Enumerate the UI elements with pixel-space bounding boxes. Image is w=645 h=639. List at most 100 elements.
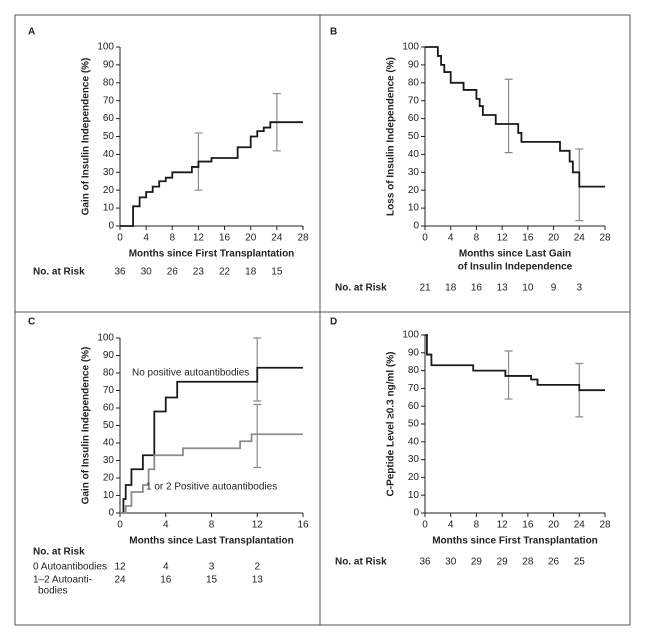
step-line	[120, 433, 303, 514]
risk-value: 9	[551, 283, 557, 294]
y-tick-label: 40	[408, 149, 420, 160]
x-tick-label: 8	[474, 520, 480, 531]
y-tick-label: 70	[103, 95, 115, 106]
y-tick-label: 10	[103, 203, 115, 214]
y-tick-label: 70	[103, 385, 115, 396]
y-tick-label: 10	[103, 490, 115, 501]
step-line	[425, 46, 605, 188]
y-tick-label: 60	[103, 113, 115, 124]
y-tick-label: 20	[103, 473, 115, 484]
x-tick-label: 0	[422, 233, 428, 244]
x-tick-label: 4	[448, 520, 454, 531]
risk-value: 21	[419, 283, 431, 294]
risk-title: No. at Risk	[33, 267, 85, 278]
risk-title: No. at Risk	[335, 283, 387, 294]
x-tick-label: 16	[219, 233, 231, 244]
x-tick-label: 24	[574, 520, 586, 531]
error-bar	[253, 403, 262, 469]
x-axis-label: of Insulin Independence	[458, 262, 573, 273]
risk-value: 10	[522, 283, 534, 294]
y-tick-label: 30	[408, 454, 420, 465]
y-tick-label: 40	[103, 438, 115, 449]
x-axis-label: Months since Last Gain	[459, 249, 571, 260]
risk-title: No. at Risk	[335, 557, 387, 568]
y-axis-label: Gain of Insulin Independence (%)	[81, 347, 92, 505]
risk-value: 15	[271, 267, 283, 278]
x-tick-label: 28	[599, 233, 611, 244]
x-tick-label: 4	[143, 233, 149, 244]
x-tick-label: 12	[252, 520, 264, 531]
risk-value: 3	[209, 562, 215, 573]
risk-value: 28	[522, 557, 534, 568]
panel-label: A	[28, 27, 35, 38]
y-tick-label: 100	[97, 42, 114, 53]
y-tick-label: 10	[408, 490, 420, 501]
error-bar	[504, 78, 513, 154]
y-tick-label: 70	[408, 95, 420, 106]
risk-value: 23	[193, 267, 205, 278]
y-tick-label: 50	[408, 419, 420, 430]
y-tick-label: 30	[408, 167, 420, 178]
x-tick-label: 20	[548, 233, 560, 244]
x-tick-label: 8	[474, 233, 480, 244]
y-tick-label: 50	[408, 131, 420, 142]
risk-value: 13	[252, 575, 264, 586]
y-tick-label: 50	[103, 131, 115, 142]
panel-label: C	[28, 317, 35, 328]
x-tick-label: 20	[245, 233, 257, 244]
x-tick-label: 8	[209, 520, 215, 531]
risk-value: 13	[497, 283, 509, 294]
risk-value: 26	[167, 267, 179, 278]
x-tick-label: 12	[193, 233, 205, 244]
y-tick-label: 70	[408, 383, 420, 394]
x-tick-label: 28	[599, 520, 611, 531]
risk-value: 29	[497, 557, 509, 568]
y-tick-label: 10	[408, 203, 420, 214]
y-tick-label: 80	[408, 77, 420, 88]
risk-value: 15	[206, 575, 218, 586]
panel-label: D	[330, 317, 337, 328]
x-tick-label: 28	[297, 233, 309, 244]
x-tick-label: 24	[574, 233, 586, 244]
y-tick-label: 80	[408, 365, 420, 376]
panel-label: B	[330, 27, 337, 38]
risk-value: 2	[254, 562, 260, 573]
y-tick-label: 20	[408, 472, 420, 483]
y-tick-label: 90	[408, 60, 420, 71]
y-tick-label: 20	[103, 185, 115, 196]
risk-value: 30	[445, 557, 457, 568]
risk-value: 16	[471, 283, 483, 294]
step-line	[425, 334, 605, 392]
risk-value: 30	[141, 267, 153, 278]
risk-value: 26	[548, 557, 560, 568]
y-tick-label: 30	[103, 167, 115, 178]
x-tick-label: 24	[271, 233, 283, 244]
y-tick-label: 60	[103, 403, 115, 414]
y-tick-label: 0	[413, 508, 419, 519]
x-tick-label: 12	[497, 520, 509, 531]
x-tick-label: 16	[522, 520, 534, 531]
y-axis-label: Loss of Insulin Independence (%)	[386, 57, 397, 216]
x-tick-label: 0	[117, 520, 123, 531]
y-axis-label: C-Peptide Level ≥0.3 ng/ml (%)	[386, 352, 397, 497]
risk-title: No. at Risk	[33, 547, 85, 558]
series-annotation: No positive autoantibodies	[132, 368, 249, 379]
risk-value: 4	[163, 562, 169, 573]
x-tick-label: 20	[548, 520, 560, 531]
y-tick-label: 40	[408, 436, 420, 447]
series-annotation: 1 or 2 Positive autoantibodies	[146, 481, 277, 492]
y-tick-label: 50	[103, 420, 115, 431]
y-tick-label: 0	[108, 508, 114, 519]
risk-value: 18	[445, 283, 457, 294]
y-tick-label: 80	[103, 77, 115, 88]
y-tick-label: 100	[402, 42, 419, 53]
x-tick-label: 8	[170, 233, 176, 244]
risk-value: 36	[114, 267, 126, 278]
risk-row-label: 0 Autoantibodies	[33, 562, 107, 573]
x-axis-label: Months since First Transplantation	[432, 536, 598, 547]
y-tick-label: 80	[103, 368, 115, 379]
risk-value: 36	[419, 557, 431, 568]
x-tick-label: 12	[497, 233, 509, 244]
risk-value: 3	[577, 283, 583, 294]
